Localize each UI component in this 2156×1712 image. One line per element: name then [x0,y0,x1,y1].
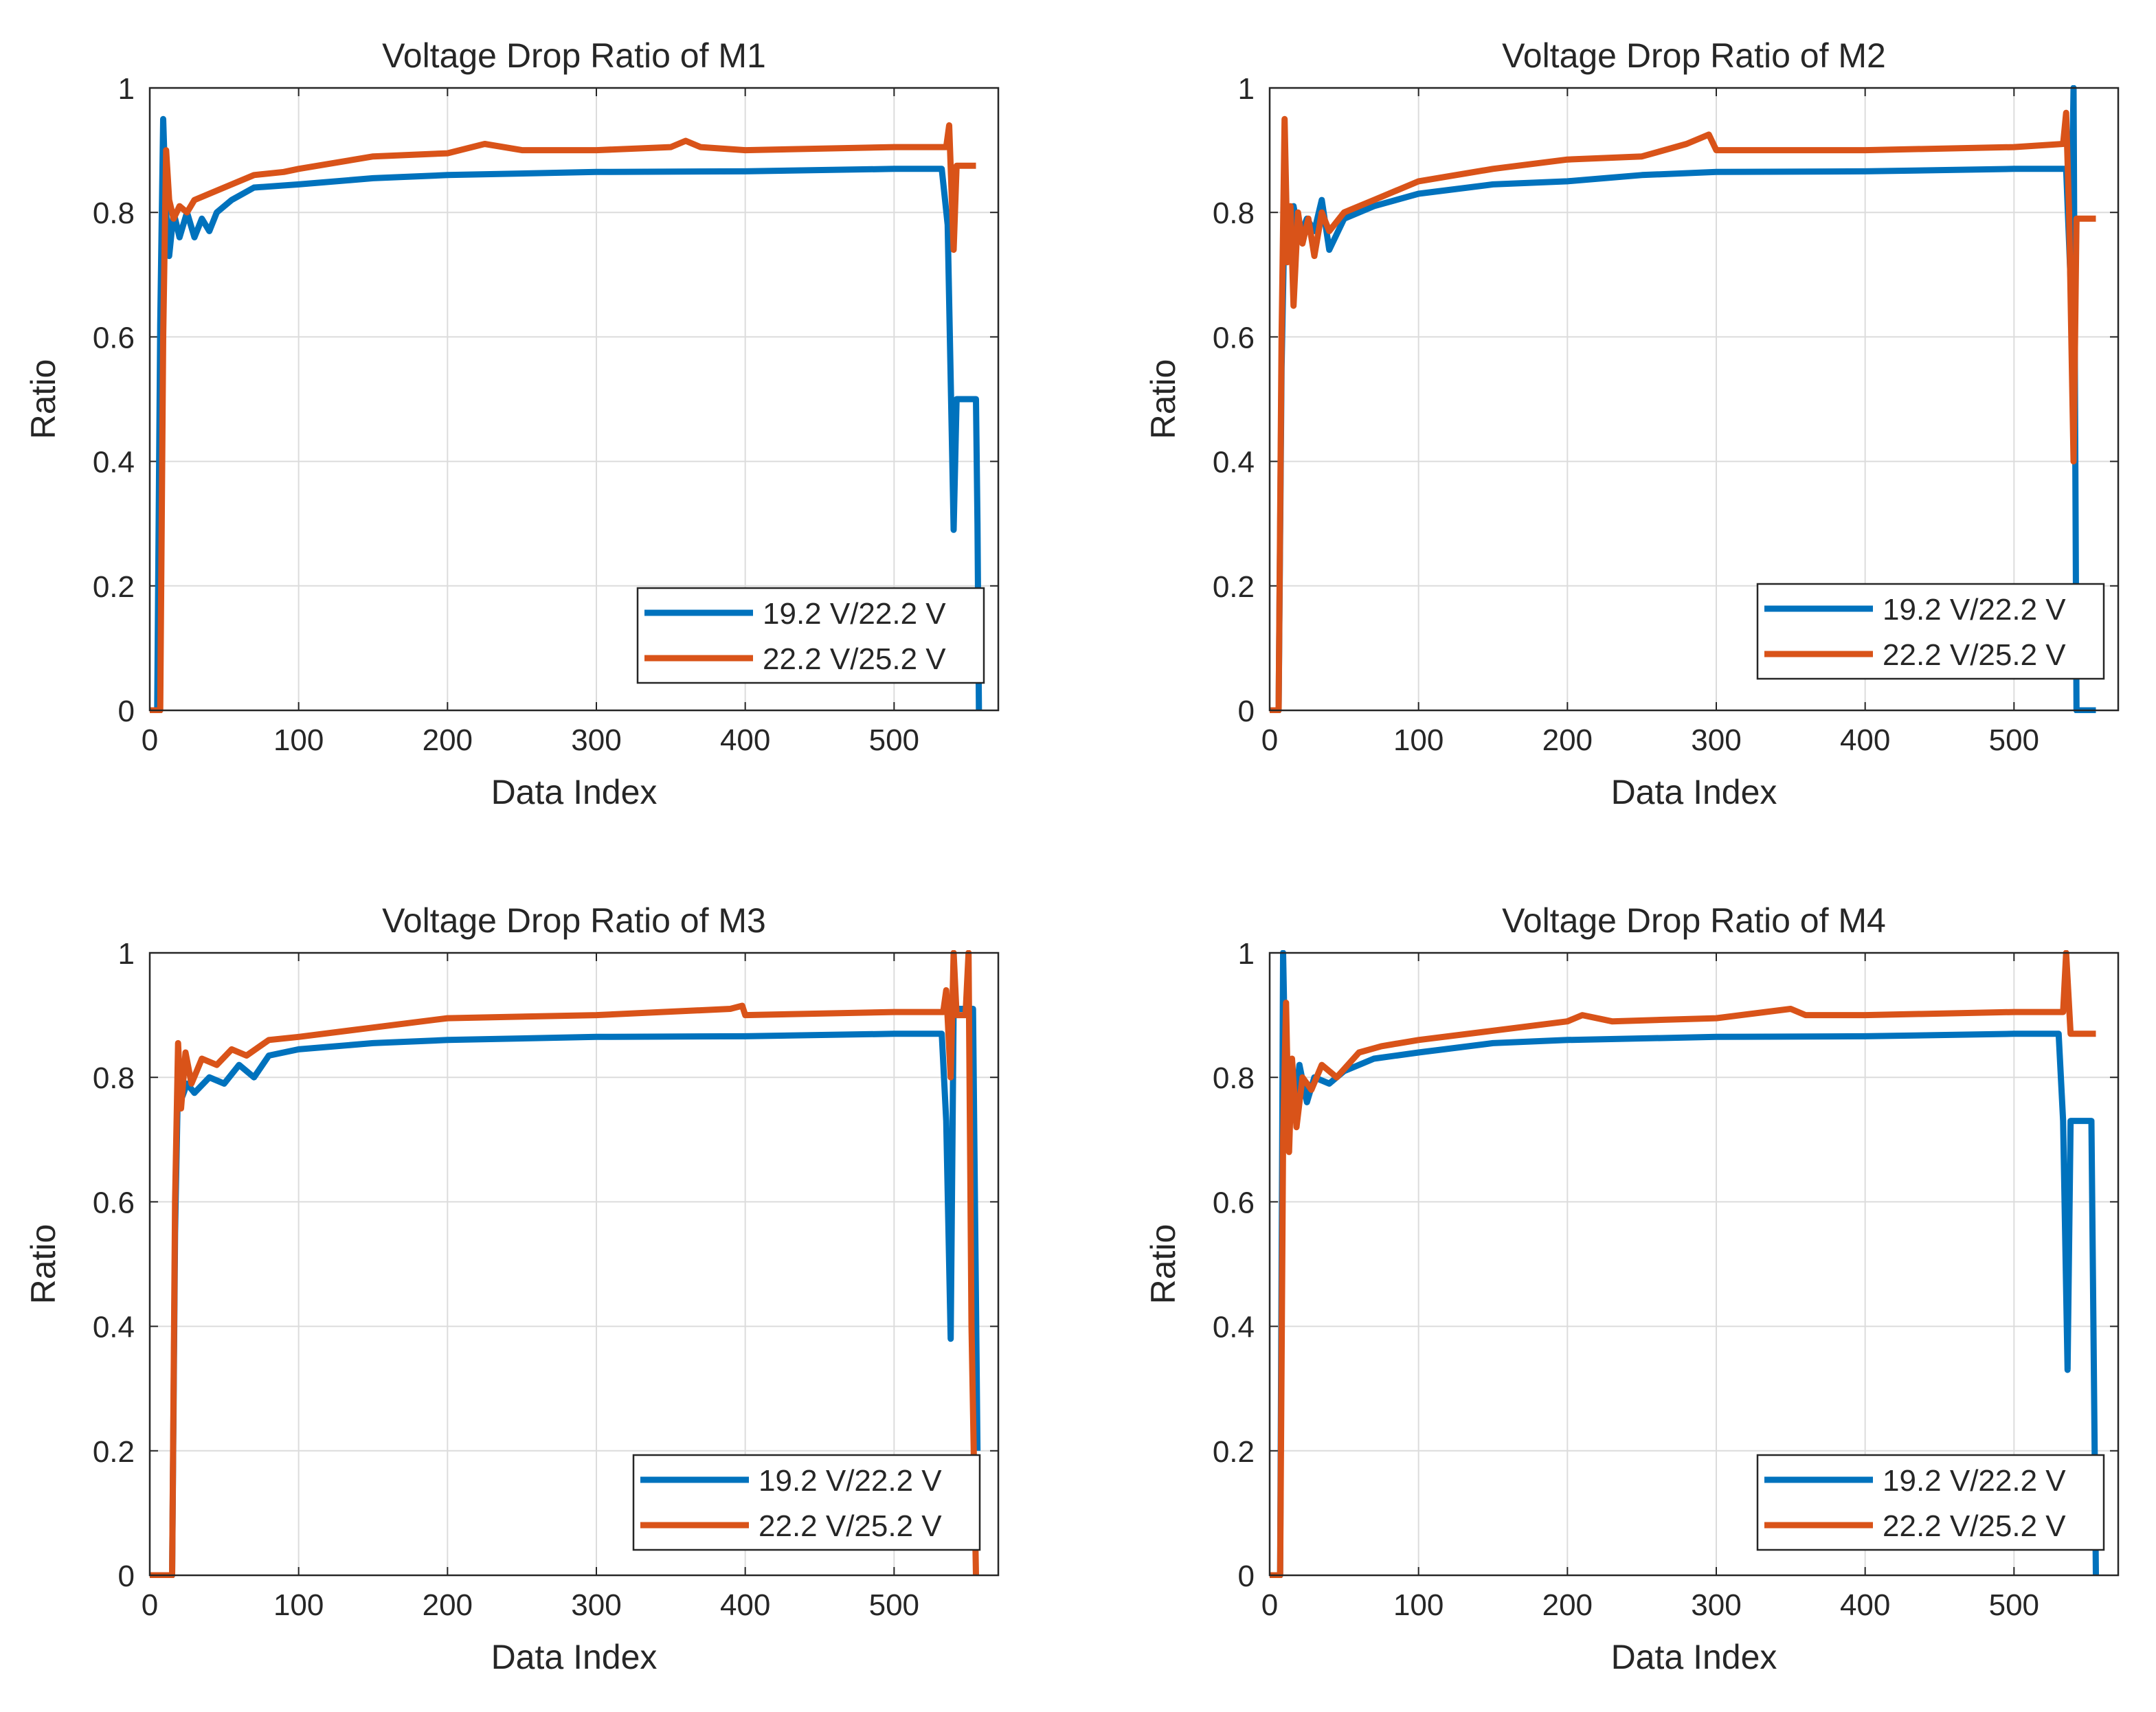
axes-box [148,951,1000,1577]
y-tick-label: 1 [1238,937,1255,971]
x-axis-label: Data Index [1611,1638,1777,1676]
y-axis-label: Ratio [1144,1224,1182,1305]
y-tick-label: 0.8 [1213,1061,1255,1095]
y-tick-label: 0.2 [1213,1435,1255,1469]
chart-title: Voltage Drop Ratio of M1 [382,36,766,75]
y-tick-label: 1 [118,72,135,106]
chart-title: Voltage Drop Ratio of M2 [1502,36,1886,75]
x-tick-label: 500 [1989,723,2039,757]
x-tick-label: 200 [423,1588,473,1622]
x-tick-label: 100 [273,723,324,757]
legend: 19.2 V/22.2 V 22.2 V/25.2 V [632,1454,981,1551]
legend-box [1756,583,2105,680]
x-tick-label: 300 [571,1588,621,1622]
y-tick-label: 0.8 [1213,196,1255,230]
x-tick-label: 0 [142,1588,158,1622]
x-tick-label: 300 [1691,723,1741,757]
x-tick-label: 100 [273,1588,324,1622]
y-tick-label: 1 [1238,72,1255,106]
y-tick-label: 0.8 [93,1061,135,1095]
y-tick-label: 0.4 [93,446,135,480]
y-tick-label: 0.2 [93,1435,135,1469]
y-tick-label: 0.2 [93,570,135,604]
x-tick-label: 500 [869,723,919,757]
legend: 19.2 V/22.2 V 22.2 V/25.2 V [636,587,985,684]
x-axis-label: Data Index [491,1638,658,1676]
legend: 19.2 V/22.2 V 22.2 V/25.2 V [1756,583,2105,680]
axes-box [1268,87,2120,712]
series-line-2 [1270,109,2096,713]
chart-panel-2: 0 100 200 300 400 500 0 0.2 0.4 0.6 0.8 1 Voltage Dr… [1144,36,2120,811]
axes-box [1268,951,2120,1577]
x-tick-label: 200 [423,723,473,757]
x-tick-label: 0 [1261,723,1278,757]
x-tick-label: 0 [142,723,158,757]
y-tick-label: 0 [1238,695,1255,728]
y-tick-label: 0.8 [93,196,135,230]
series-line-2 [150,950,979,1578]
legend-label-2: 22.2 V/25.2 V [1883,638,2066,672]
x-tick-label: 400 [720,723,770,757]
legend-box [632,1454,981,1551]
x-tick-label: 400 [1840,723,1890,757]
y-tick-label: 0.4 [1213,1311,1255,1344]
legend-label-2: 22.2 V/25.2 V [1883,1509,2066,1543]
legend-box [1756,1454,2105,1551]
y-axis-label: Ratio [1144,359,1182,440]
chart-title: Voltage Drop Ratio of M4 [1502,901,1886,940]
x-tick-label: 200 [1542,723,1593,757]
x-axis-label: Data Index [491,773,658,811]
chart-title: Voltage Drop Ratio of M3 [382,901,766,940]
chart-panel-3: 0 100 200 300 400 500 0 0.2 0.4 0.6 0.8 1 Voltage Dr… [24,901,1000,1676]
y-tick-label: 0 [1238,1559,1255,1593]
legend-box [636,587,985,684]
x-tick-label: 400 [1840,1588,1890,1622]
legend: 19.2 V/22.2 V 22.2 V/25.2 V [1756,1454,2105,1551]
y-tick-label: 0 [118,695,135,728]
y-tick-label: 0 [118,1559,135,1593]
y-tick-label: 0.2 [1213,570,1255,604]
legend-label-1: 19.2 V/22.2 V [759,1464,942,1498]
y-tick-label: 0.6 [93,1186,135,1219]
y-tick-label: 0.4 [1213,446,1255,480]
x-tick-label: 500 [1989,1588,2039,1622]
y-tick-label: 1 [118,937,135,971]
x-tick-label: 0 [1261,1588,1278,1622]
y-axis-label: Ratio [24,359,63,440]
series-line-2 [1270,950,2096,1578]
y-tick-label: 0.6 [1213,1186,1255,1219]
x-axis-label: Data Index [1611,773,1777,811]
x-tick-label: 300 [571,723,621,757]
y-tick-label: 0.6 [93,321,135,354]
x-tick-label: 100 [1393,1588,1444,1622]
x-tick-label: 400 [720,1588,770,1622]
x-tick-label: 300 [1691,1588,1741,1622]
x-tick-label: 500 [869,1588,919,1622]
x-tick-label: 100 [1393,723,1444,757]
series-line-2 [150,122,976,713]
legend-label-1: 19.2 V/22.2 V [1883,1464,2066,1498]
chart-panel-1: 0 100 200 300 400 500 0 0.2 0.4 0.6 0.8 1 Voltage Dr… [24,36,1000,811]
x-tick-label: 200 [1542,1588,1593,1622]
chart-panel-4: 0 100 200 300 400 500 0 0.2 0.4 0.6 0.8 1 Voltage Dr… [1144,901,2120,1676]
axes-box [148,87,1000,712]
legend-label-1: 19.2 V/22.2 V [1883,593,2066,627]
y-axis-label: Ratio [24,1224,63,1305]
legend-label-2: 22.2 V/25.2 V [763,642,946,676]
y-tick-label: 0.6 [1213,321,1255,354]
y-tick-label: 0.4 [93,1311,135,1344]
legend-label-1: 19.2 V/22.2 V [763,597,946,631]
legend-label-2: 22.2 V/25.2 V [759,1509,942,1543]
